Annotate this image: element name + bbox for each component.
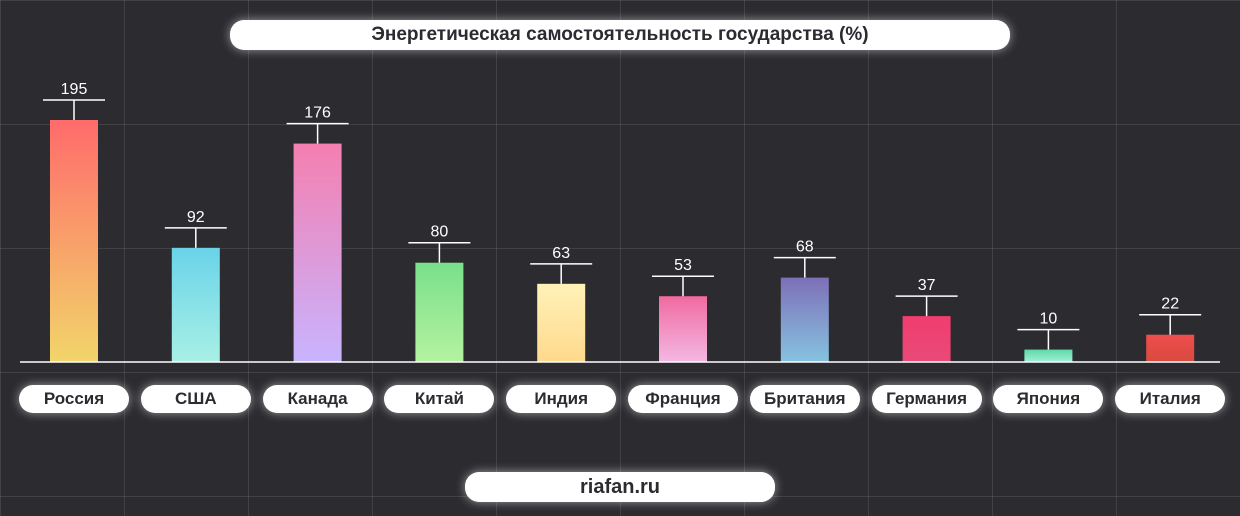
bar-9 xyxy=(1146,334,1195,362)
bar-3 xyxy=(415,262,464,362)
value-label-5: 53 xyxy=(674,257,692,274)
value-label-7: 37 xyxy=(918,277,936,294)
bar-5 xyxy=(659,296,707,362)
bar-6 xyxy=(780,277,829,362)
category-label-4: Индия xyxy=(506,385,617,413)
category-label-5: Франция xyxy=(628,385,738,413)
bar-0 xyxy=(50,120,98,362)
value-label-8: 10 xyxy=(1040,311,1058,328)
bar-2 xyxy=(293,143,342,362)
value-label-6: 68 xyxy=(796,239,814,256)
value-label-2: 176 xyxy=(304,105,331,122)
bar-4 xyxy=(537,283,586,362)
bar-1 xyxy=(171,247,220,362)
category-label-8: Япония xyxy=(993,385,1104,413)
category-label-1: США xyxy=(140,385,251,413)
category-label-2: Канада xyxy=(262,385,373,413)
value-label-4: 63 xyxy=(552,245,570,262)
category-label-3: Китай xyxy=(384,385,495,413)
bar-8 xyxy=(1024,349,1073,362)
value-label-3: 80 xyxy=(431,224,449,241)
category-label-9: Италия xyxy=(1115,385,1226,413)
value-label-9: 22 xyxy=(1161,296,1179,313)
bar-7 xyxy=(902,316,951,362)
value-label-0: 195 xyxy=(61,81,88,98)
value-label-1: 92 xyxy=(187,209,205,226)
category-label-0: Россия xyxy=(19,385,129,413)
source-label: riafan.ru xyxy=(465,472,775,502)
category-label-6: Британия xyxy=(749,385,860,413)
category-label-7: Германия xyxy=(871,385,982,413)
chart-title: Энергетическая самостоятельность государ… xyxy=(230,20,1010,50)
